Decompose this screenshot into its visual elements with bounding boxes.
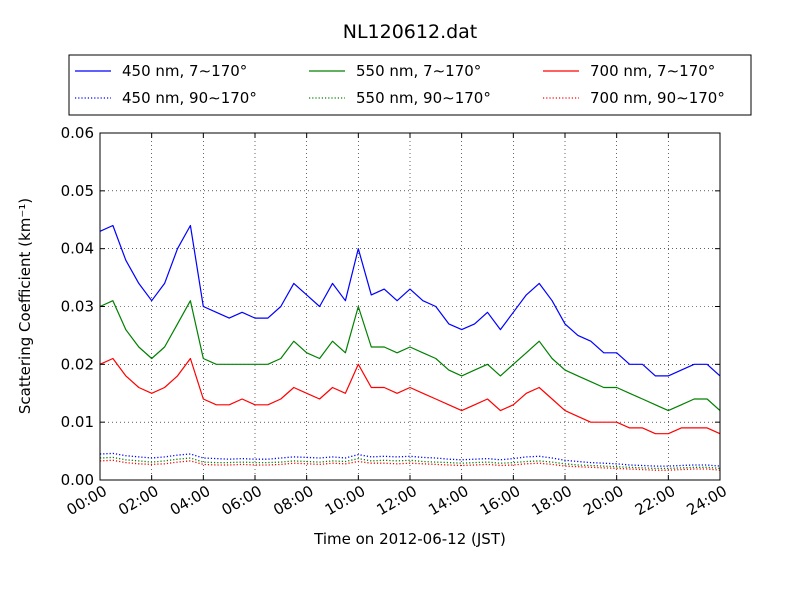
x-axis-label: Time on 2012-06-12 (JST): [313, 530, 506, 548]
y-tick-label: 0.03: [61, 298, 94, 316]
y-tick-label: 0.01: [61, 413, 94, 431]
y-axis-label: Scattering Coefficient (km⁻¹): [16, 198, 34, 414]
series-line-5: [99, 459, 721, 471]
legend-label-1: 550 nm, 7∼170°: [356, 62, 481, 80]
legend-label-4: 550 nm, 90∼170°: [356, 89, 491, 107]
y-tick-label: 0.04: [61, 240, 94, 258]
chart-title: NL120612.dat: [343, 21, 478, 43]
series-line-4: [99, 456, 721, 470]
y-tick-label: 0.00: [61, 471, 94, 489]
legend-label-5: 700 nm, 90∼170°: [590, 89, 725, 107]
series-layer: [99, 224, 721, 471]
legend-label-2: 700 nm, 7∼170°: [590, 62, 715, 80]
y-tick-label: 0.02: [61, 355, 94, 373]
series-line-1: [99, 300, 721, 412]
legend-label-3: 450 nm, 90∼170°: [122, 89, 257, 107]
legend-box: [68, 54, 752, 116]
y-tick-label: 0.05: [61, 182, 94, 200]
series-line-2: [99, 357, 721, 435]
y-tick-label: 0.06: [61, 124, 94, 142]
legend-label-0: 450 nm, 7∼170°: [122, 62, 247, 80]
legend: 450 nm, 7∼170° 550 nm, 7∼170° 700 nm, 7∼17…: [68, 54, 752, 116]
series-line-0: [99, 224, 721, 377]
